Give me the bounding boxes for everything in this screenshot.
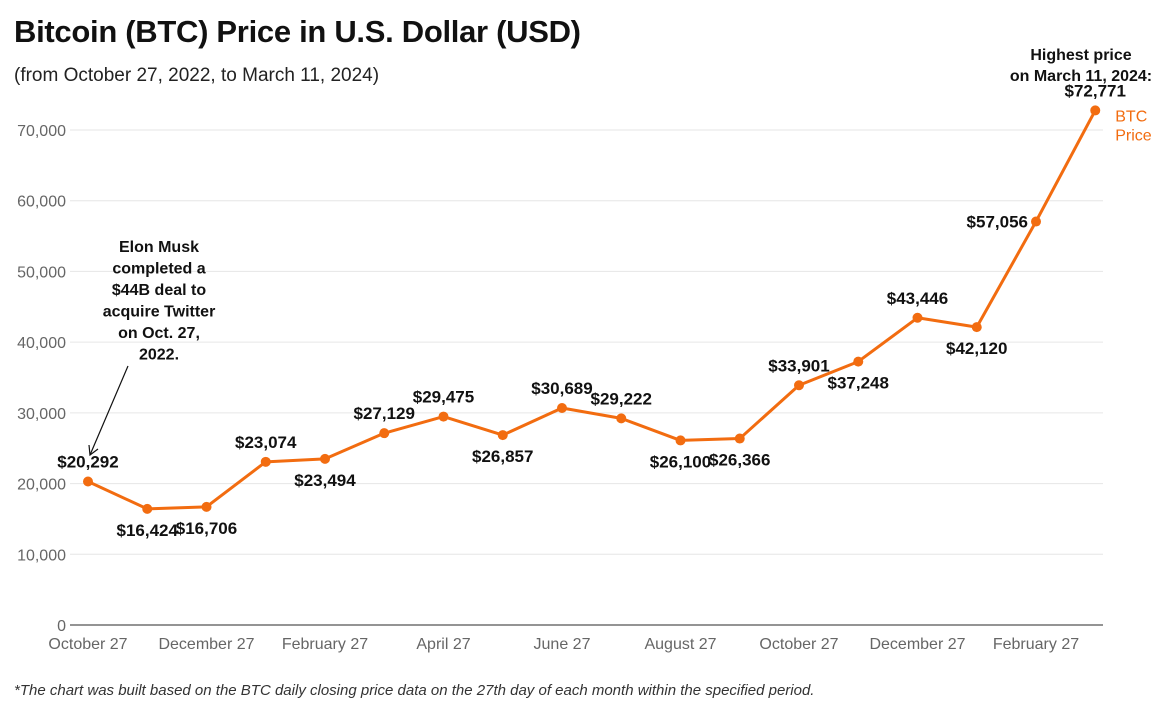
x-tick-label: June 27 [534,636,591,653]
annotation-line: $44B deal to [112,282,206,299]
data-point [1031,216,1041,227]
data-point [794,380,804,391]
chart-footnote: *The chart was built based on the BTC da… [14,682,815,699]
data-point [260,456,271,467]
data-label: $33,901 [768,356,829,375]
y-tick-label: 40,000 [17,335,66,352]
annotation-line: Elon Musk [119,239,199,256]
data-point [971,322,982,333]
annotation-line: on March 11, 2024: [1010,68,1152,85]
x-tick-label: February 27 [282,636,368,653]
chart-subtitle: (from October 27, 2022, to March 11, 202… [14,65,380,86]
annotation-arrow [89,365,129,456]
data-label: $30,689 [531,379,592,398]
annotation-arrowhead [88,444,99,457]
data-label: $16,706 [176,519,237,538]
data-label: $16,424 [117,521,179,540]
y-tick-label: 20,000 [17,477,66,494]
data-point [853,356,864,367]
x-tick-label: October 27 [48,636,127,653]
data-point [497,430,508,441]
data-point [320,453,330,464]
data-label: $23,074 [235,433,297,452]
grid-lines [70,129,1103,555]
data-point [912,312,923,323]
data-point [379,428,390,439]
x-axis-ticks: October 27 December 27 February 27 April 27… [48,636,1079,653]
x-tick-label: December 27 [869,636,965,653]
data-point [734,433,745,444]
y-tick-label: 30,000 [17,406,66,423]
data-point [142,503,153,514]
y-tick-label: 50,000 [17,264,66,281]
chart-title: Bitcoin (BTC) Price in U.S. Dollar (USD) [14,14,581,49]
data-label: $37,248 [828,374,889,393]
data-label: $57,056 [967,213,1028,232]
data-label: $26,100 [650,452,711,471]
data-point [1090,105,1101,116]
data-label: $72,771 [1065,81,1126,100]
annotations: Elon Musk completed a $44B deal to acquire … [88,47,1152,457]
series-line-path [87,109,1097,511]
x-tick-label: December 27 [158,636,254,653]
data-point [616,413,627,424]
data-label: $26,857 [472,447,533,466]
y-tick-label: 10,000 [17,547,66,564]
data-label: $23,494 [294,471,356,490]
data-label: $26,366 [709,451,770,470]
data-point [675,435,686,446]
data-label: $29,222 [591,389,652,408]
series-line [87,109,1097,511]
y-tick-label: 60,000 [17,194,66,211]
x-tick-label: August 27 [644,636,716,653]
y-axis-ticks: 0 10,000 20,000 30,000 40,000 50,000 60,000 70,… [17,123,66,635]
data-label: $42,120 [946,339,1007,358]
data-label: $43,446 [887,289,948,308]
data-point [438,411,449,422]
series-label: BTC Price [1115,108,1152,144]
series-points [83,105,1101,514]
y-tick-label: 0 [57,618,66,635]
data-label: $27,129 [354,404,415,423]
annotation-line: acquire Twitter [103,304,216,321]
y-tick-label: 70,000 [17,123,66,140]
annotation-line: completed a [112,261,205,278]
data-label: $29,475 [413,388,474,407]
data-point [557,402,567,413]
data-label: $20,292 [57,453,118,472]
annotation-line: 2022. [139,347,179,364]
series-label-line: Price [1115,127,1152,144]
x-tick-label: October 27 [759,636,838,653]
data-point [83,476,93,487]
data-point [201,501,212,512]
data-labels: $20,292 $16,424$16,706 $23,074 $23,494 $27,1… [57,81,1152,539]
annotation-line: on Oct. 27, [118,325,200,342]
x-tick-label: February 27 [993,636,1079,653]
x-tick-label: April 27 [416,636,470,653]
annotation-line: Highest price [1030,47,1131,64]
series-label-line: BTC [1115,108,1147,125]
